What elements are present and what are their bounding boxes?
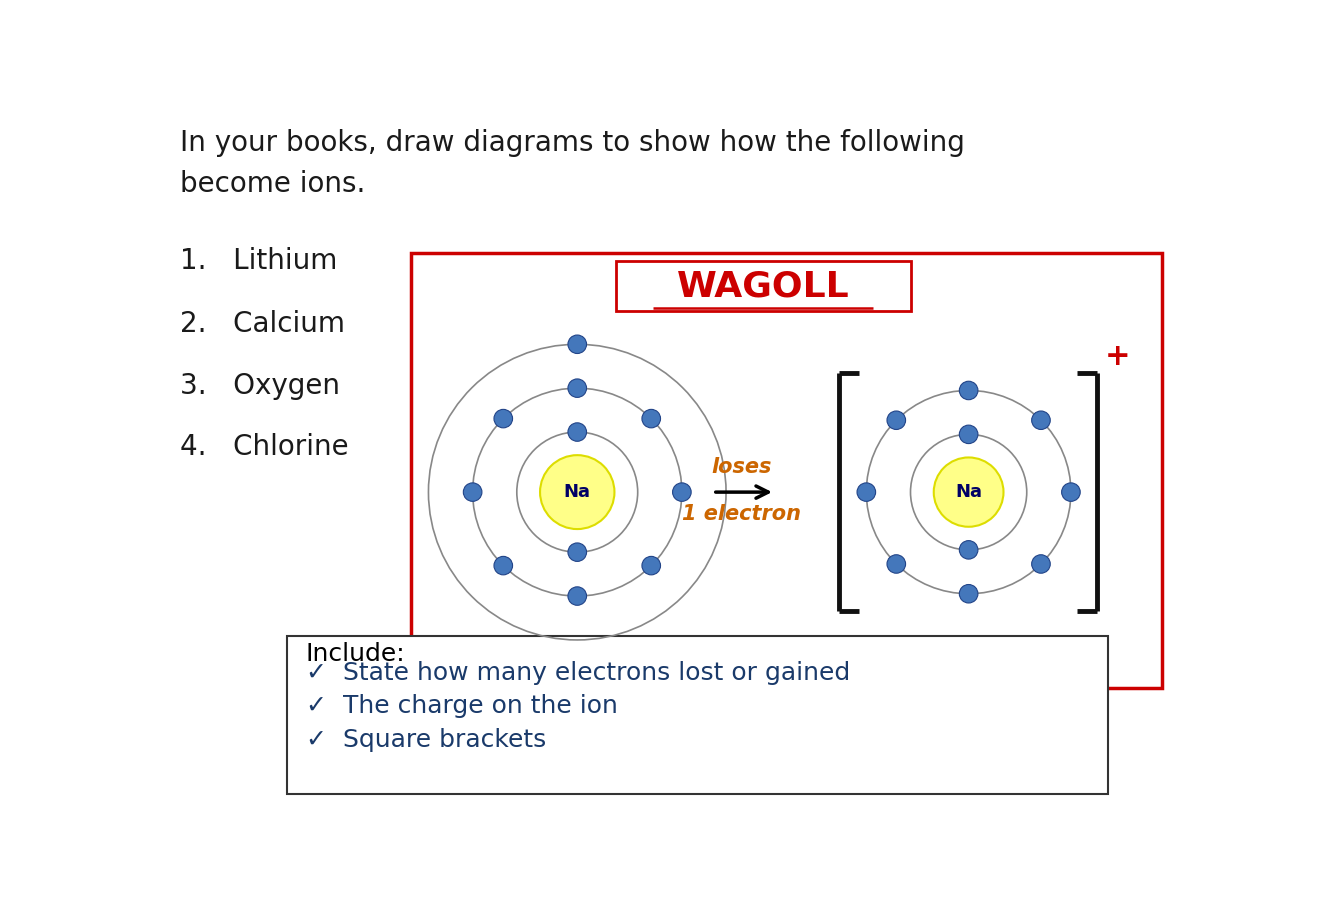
Text: +: +	[1104, 343, 1130, 371]
Circle shape	[567, 378, 586, 397]
Circle shape	[1032, 555, 1050, 574]
Circle shape	[1032, 411, 1050, 430]
Circle shape	[1062, 483, 1080, 502]
FancyBboxPatch shape	[286, 636, 1108, 794]
Circle shape	[856, 483, 875, 502]
Circle shape	[567, 543, 586, 561]
Text: ✓  The charge on the ion: ✓ The charge on the ion	[306, 694, 618, 718]
Text: ✓  Square brackets: ✓ Square brackets	[306, 728, 546, 752]
Text: ✓  State how many electrons lost or gained: ✓ State how many electrons lost or gaine…	[306, 661, 850, 685]
Text: Na: Na	[955, 483, 982, 501]
Text: Na: Na	[563, 483, 591, 501]
Text: become ions.: become ions.	[180, 170, 366, 199]
Circle shape	[959, 425, 978, 443]
Circle shape	[959, 584, 978, 603]
Circle shape	[642, 409, 661, 428]
Circle shape	[494, 409, 513, 428]
Text: Include:: Include:	[306, 642, 406, 666]
Circle shape	[887, 411, 906, 430]
FancyBboxPatch shape	[410, 254, 1163, 689]
Circle shape	[887, 555, 906, 574]
Circle shape	[934, 458, 1003, 527]
Text: 1 electron: 1 electron	[682, 503, 801, 523]
Text: 1.   Lithium: 1. Lithium	[180, 247, 338, 275]
Text: 2.   Calcium: 2. Calcium	[180, 310, 345, 338]
Circle shape	[959, 540, 978, 559]
Text: WAGOLL: WAGOLL	[677, 270, 850, 304]
FancyBboxPatch shape	[615, 261, 911, 311]
Text: 4.   Chlorine: 4. Chlorine	[180, 433, 349, 461]
Circle shape	[959, 381, 978, 400]
Circle shape	[567, 335, 586, 353]
Circle shape	[539, 455, 614, 530]
Circle shape	[673, 483, 691, 502]
Text: 3.   Oxygen: 3. Oxygen	[180, 372, 341, 400]
Circle shape	[494, 556, 513, 574]
Circle shape	[567, 587, 586, 605]
Circle shape	[642, 556, 661, 574]
Text: In your books, draw diagrams to show how the following: In your books, draw diagrams to show how…	[180, 129, 966, 156]
Text: loses: loses	[711, 457, 771, 476]
Circle shape	[464, 483, 482, 502]
Circle shape	[567, 423, 586, 441]
